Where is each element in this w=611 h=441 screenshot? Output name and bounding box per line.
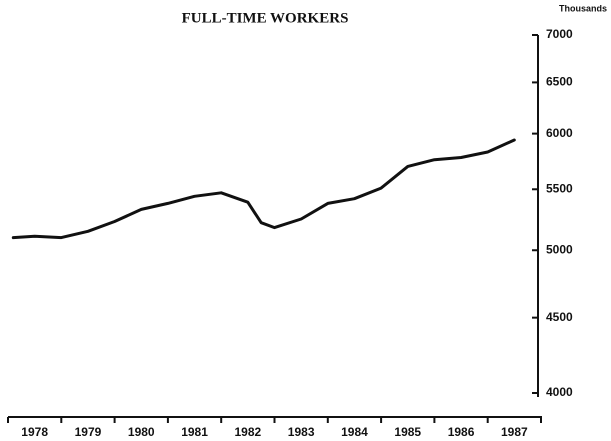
x-tick-label: 1987 xyxy=(501,425,528,439)
x-tick-label: 1983 xyxy=(288,425,315,439)
x-tick-label: 1980 xyxy=(128,425,155,439)
y-tick-label: 4500 xyxy=(546,310,573,324)
x-tick-label: 1981 xyxy=(181,425,208,439)
y-tick-label: 6000 xyxy=(546,126,573,140)
x-tick-label: 1978 xyxy=(21,425,48,439)
x-tick-label: 1986 xyxy=(448,425,475,439)
data-line xyxy=(11,138,516,240)
chart-title: FULL-TIME WORKERS xyxy=(182,10,349,26)
x-tick-label: 1985 xyxy=(394,425,421,439)
y-tick-label: 6500 xyxy=(546,75,573,89)
y-tick-label: 7000 xyxy=(546,27,573,41)
y-tick-label: 5000 xyxy=(546,242,573,256)
y-tick-label: 5500 xyxy=(546,181,573,195)
x-tick-label: 1984 xyxy=(341,425,368,439)
y-axis-label: Thousands xyxy=(559,3,607,13)
y-tick-label: 4000 xyxy=(546,385,573,399)
x-tick-label: 1982 xyxy=(234,425,261,439)
x-tick-label: 1979 xyxy=(75,425,102,439)
